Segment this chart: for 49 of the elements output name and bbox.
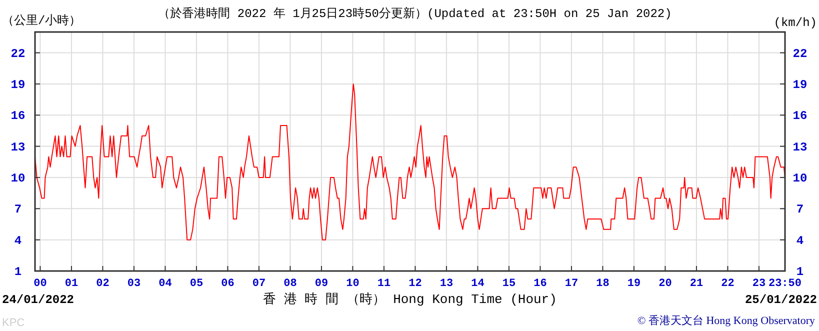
- x-tick-label: 14: [471, 278, 485, 290]
- x-tick-label: 10: [346, 278, 360, 290]
- y-tick-label: 19: [10, 78, 26, 92]
- x-tick-label: 07: [252, 278, 266, 290]
- x-tick-label: 13: [440, 278, 454, 290]
- y-tick-label: 4: [14, 234, 22, 248]
- y-tick-label: 16: [10, 109, 26, 124]
- x-tick-label: 06: [221, 278, 234, 290]
- x-tick-label: 11: [377, 278, 391, 290]
- line-series: [34, 83, 786, 240]
- y-axis-title: （公里/小時）: [2, 14, 82, 28]
- y-tick-label: 10: [10, 171, 26, 186]
- y2-tick-label: 13: [792, 140, 808, 154]
- x-tick-label: 23:50: [768, 278, 802, 290]
- y2-tick-label: 19: [792, 78, 808, 92]
- text: 24/01/2022: [2, 293, 74, 307]
- x-tick-label: 16: [534, 278, 547, 290]
- x-tick-label: 17: [564, 278, 578, 290]
- x-tick-label: 00: [34, 278, 47, 290]
- text: 25/01/2022: [744, 293, 817, 307]
- x-tick-label: 05: [190, 278, 204, 290]
- x-tick-label: 21: [690, 278, 704, 290]
- x-tick-label: 09: [314, 278, 328, 290]
- y-tick-label: 7: [14, 202, 22, 217]
- x-tick-label: 01: [64, 278, 78, 290]
- x-axis-title: 香 港 時 間 （時） Hong Kong Time (Hour): [263, 292, 557, 307]
- y2-tick-label: 4: [796, 234, 804, 248]
- text: © 香港天文台 Hong Kong Observatory: [637, 314, 816, 327]
- y2-tick-label: 22: [792, 46, 808, 61]
- x-tick-label: 15: [502, 278, 516, 290]
- y2-tick-label: 10: [792, 171, 808, 186]
- x-tick-label: 23: [752, 278, 766, 290]
- x-tick-label: 19: [627, 278, 641, 290]
- x-tick-label: 12: [408, 278, 422, 290]
- x-tick-label: 04: [158, 278, 172, 290]
- x-tick-label: 22: [721, 278, 734, 290]
- x-tick-label: 03: [127, 278, 141, 290]
- x-tick-label: 18: [596, 278, 610, 290]
- y-tick-label: 22: [10, 46, 26, 61]
- y2-axis-title: (km/h): [774, 16, 817, 30]
- y2-tick-label: 7: [796, 202, 804, 217]
- x-tick-label: 20: [658, 278, 672, 290]
- y-tick-label: 13: [10, 140, 26, 154]
- y2-tick-label: 16: [792, 109, 808, 124]
- x-tick-label: 02: [96, 278, 110, 290]
- chart-title: （於香港時間 2022 年 1月25日23時50分更新）(Updated at 23:50H on 25 Jan 2022): [158, 6, 672, 21]
- y-tick-label: 1: [14, 265, 22, 279]
- y2-tick-label: 1: [796, 265, 804, 279]
- x-tick-label: 08: [284, 278, 298, 290]
